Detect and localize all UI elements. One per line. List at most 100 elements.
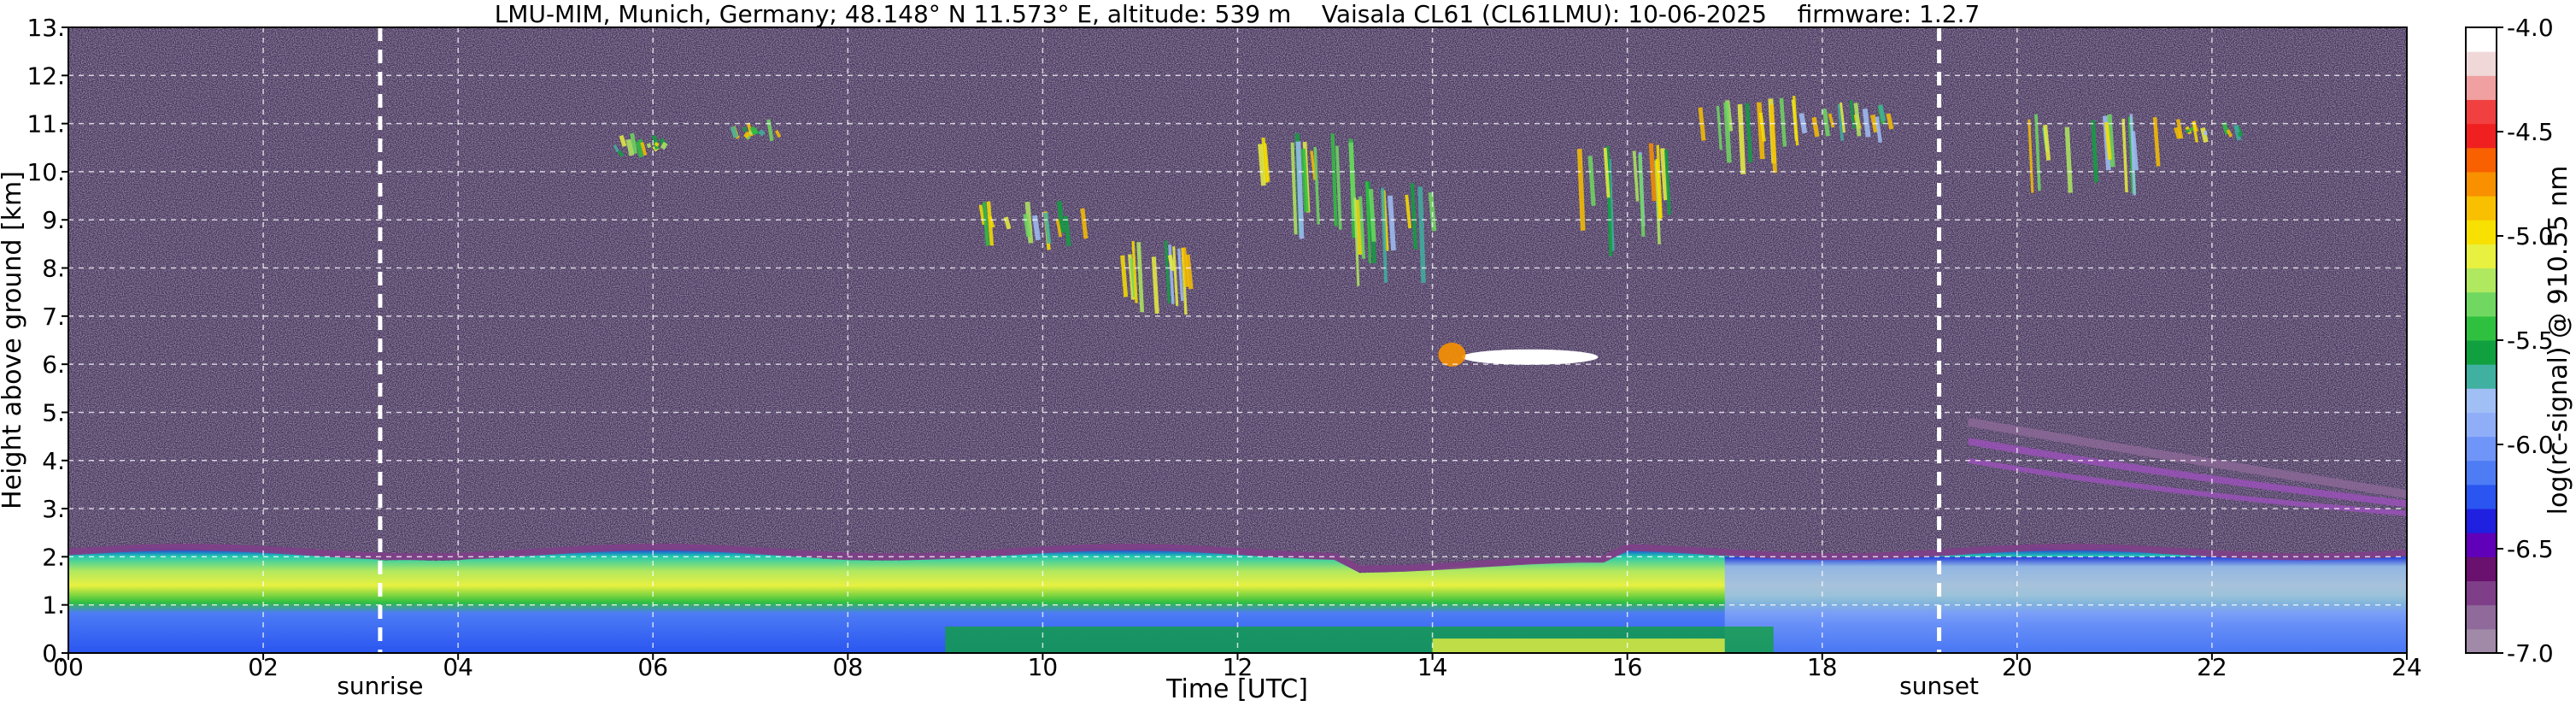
y-tick-label: 8. xyxy=(42,255,65,283)
x-tick-label: 24 xyxy=(2391,653,2422,681)
feature-cirrus-streak xyxy=(982,202,990,246)
feature-cirrus-streak xyxy=(1716,105,1723,150)
feature-cirrus-streak xyxy=(1405,194,1412,229)
feature-cirrus-streak xyxy=(617,150,625,157)
colorbar-band xyxy=(2466,604,2497,630)
colorbar-band xyxy=(2466,99,2497,125)
feature-cirrus-streak xyxy=(1348,142,1357,219)
feature-cirrus-streak xyxy=(1295,141,1305,239)
feature-cirrus-streak xyxy=(1638,154,1646,237)
colorbar-tick-label: -7.0 xyxy=(2507,639,2554,668)
y-tick-label: 4. xyxy=(42,447,65,475)
feature-cirrus-streak xyxy=(613,144,619,153)
feature-cirrus-streak xyxy=(2121,118,2128,193)
feature-cirrus-streak xyxy=(625,138,635,156)
colorbar-tick-label: -5.0 xyxy=(2507,222,2554,250)
feature-cirrus-streak xyxy=(2189,126,2194,132)
x-axis-ticks: sunrise sunset 00 02 04 06 08 10 12 14 16 18 20 22 24 xyxy=(53,653,2422,700)
colorbar-band xyxy=(2466,532,2497,557)
colorbar-band xyxy=(2466,436,2497,462)
x-tick-label: 06 xyxy=(637,653,668,681)
feature-cirrus-streak xyxy=(1878,104,1887,121)
colorbar: -4.0 -4.5 -5.0 -5.5 -6.0 -6.5 -7.0 log(rc-sign… xyxy=(2465,14,2573,668)
feature-cirrus-streak xyxy=(1354,199,1363,256)
feature-cirrus-streak xyxy=(1576,148,1586,231)
feature-cirrus-streak xyxy=(758,129,766,137)
y-tick-label: 10. xyxy=(26,158,65,186)
y-tick-label: 6. xyxy=(42,350,65,379)
feature-cirrus-streak xyxy=(1313,146,1320,225)
colorbar-band xyxy=(2466,268,2497,293)
feature-cirrus-streak xyxy=(1839,102,1846,133)
colorbar-band xyxy=(2466,484,2497,509)
feature-cirrus-streak xyxy=(1388,195,1396,251)
feature-cirrus-streak xyxy=(1410,183,1418,250)
feature-cirrus-streak xyxy=(2131,131,2139,171)
colorbar-band xyxy=(2466,220,2497,244)
y-axis-label: Height above ground [km] xyxy=(0,171,27,509)
y-tick-label: 11. xyxy=(26,110,65,138)
x-tick-label: 04 xyxy=(443,653,473,681)
feature-cirrus-streak xyxy=(1853,103,1862,137)
feature-cirrus-streak xyxy=(1428,192,1437,232)
y-tick-label: 13. xyxy=(26,14,65,42)
feature-cirrus-streak xyxy=(1335,145,1342,230)
feature-cirrus-streak xyxy=(978,204,986,226)
colorbar-band xyxy=(2466,509,2497,533)
x-tick-label: 08 xyxy=(833,653,864,681)
feature-cirrus-streak xyxy=(2233,124,2242,141)
colorbar-band xyxy=(2466,196,2497,221)
feature-cirrus-streak xyxy=(1177,248,1184,302)
feature-cirrus-streak xyxy=(2174,126,2182,139)
feature-cirrus-streak xyxy=(1120,255,1129,297)
colorbar-band xyxy=(2466,27,2497,52)
colorbar-band xyxy=(2466,315,2497,341)
feature-cirrus-streak xyxy=(1862,108,1871,138)
feature-cirrus-streak xyxy=(1779,97,1787,147)
feature-cirrus-streak xyxy=(1056,201,1065,233)
colorbar-band xyxy=(2466,123,2497,149)
colorbar-band xyxy=(2466,75,2497,100)
feature-cirrus-streak xyxy=(1300,148,1309,212)
feature-cirrus-streak xyxy=(1792,95,1799,146)
event-markers xyxy=(378,27,1942,653)
feature-cirrus-streak xyxy=(1886,113,1894,130)
feature-elevated-aerosol-layer-2 xyxy=(1968,457,2407,516)
colorbar-band xyxy=(2466,412,2497,438)
y-tick-label: 2. xyxy=(42,543,65,571)
colorbar-band xyxy=(2466,364,2497,389)
feature-cirrus-streak xyxy=(1164,240,1171,303)
colorbar-tick-label: -6.0 xyxy=(2507,431,2554,459)
feature-cirrus-streak xyxy=(742,126,748,132)
feature-cirrus-streak xyxy=(1603,147,1611,198)
feature-cirrus-streak xyxy=(646,143,652,149)
feature-cirrus-streak xyxy=(1837,103,1844,141)
x-tick-label: 10 xyxy=(1028,653,1059,681)
feature-cirrus-streak xyxy=(1656,144,1663,219)
feature-mid-level-cloud xyxy=(1461,349,1599,365)
feature-cirrus-streak xyxy=(1136,242,1145,313)
chart-title: LMU-MIM, Munich, Germany; 48.148° N 11.5… xyxy=(495,0,1980,28)
feature-cirrus-streak xyxy=(1811,116,1820,138)
y-tick-label: 5. xyxy=(42,398,65,427)
feature-cirrus-streak xyxy=(986,201,995,246)
colorbar-band xyxy=(2466,244,2497,269)
feature-cirrus-streak xyxy=(1828,113,1835,128)
feature-cirrus-streak xyxy=(2237,131,2243,138)
feature-cirrus-streak xyxy=(619,134,627,147)
colorbar-band xyxy=(2466,340,2497,365)
feature-cirrus-streak xyxy=(1648,143,1657,202)
feature-mid-level-cloud-edge xyxy=(1438,342,1466,367)
feature-cirrus-streak xyxy=(1172,246,1179,306)
feature-cirrus-streak xyxy=(1063,215,1071,247)
feature-cirrus-streak xyxy=(2091,120,2098,183)
y-tick-label: 0. xyxy=(42,639,65,668)
feature-cirrus-streak xyxy=(2129,114,2136,196)
feature-cirrus-streak xyxy=(1353,197,1360,286)
feature-cirrus-streak xyxy=(1130,257,1136,298)
x-tick-label: 20 xyxy=(2002,653,2033,681)
feature-cirrus-streak xyxy=(1769,104,1778,174)
feature-elevated-aerosol-layer-1 xyxy=(1968,438,2407,508)
feature-cirrus-streak xyxy=(1167,254,1176,272)
colorbar-bands xyxy=(2466,27,2497,654)
